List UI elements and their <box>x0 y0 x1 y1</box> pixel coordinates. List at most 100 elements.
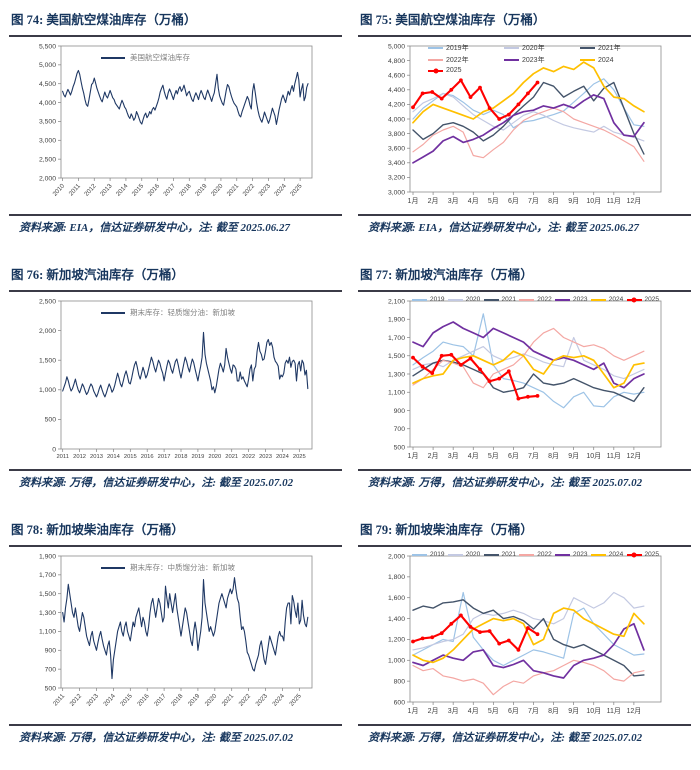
chart-canvas: 2,000 2,500 3,000 3,500 4,000 4,500 5,000 5,500… <box>39 43 313 198</box>
figure-76-source: 资料来源: 万得，信达证券研发中心，注: 截至 2025.07.02 <box>19 477 294 489</box>
svg-text:5月: 5月 <box>488 707 499 715</box>
svg-text:2018: 2018 <box>178 182 193 197</box>
svg-text:3月: 3月 <box>448 452 459 460</box>
figure-74: 图 74: 美国航空煤油库存（万桶） 2,000 2,500 3,000 3,500 4… <box>9 6 342 237</box>
svg-text:700: 700 <box>45 666 57 673</box>
svg-text:2020: 2020 <box>208 454 221 460</box>
svg-text:2015: 2015 <box>124 454 137 460</box>
svg-text:6月: 6月 <box>508 197 519 205</box>
svg-text:2,000: 2,000 <box>39 328 56 335</box>
figure-77: 图 77: 新加坡汽油库存（万桶） 500 700 900 1,100 1,300 1,5… <box>358 261 691 492</box>
svg-text:2021: 2021 <box>225 454 238 460</box>
svg-text:1,900: 1,900 <box>388 317 405 324</box>
svg-text:3,000: 3,000 <box>388 189 405 196</box>
svg-text:2月: 2月 <box>428 197 439 205</box>
svg-text:2023: 2023 <box>257 182 272 197</box>
svg-text:2017: 2017 <box>158 454 171 460</box>
svg-text:4,200: 4,200 <box>388 102 405 109</box>
svg-text:2018: 2018 <box>175 454 188 460</box>
svg-text:3,500: 3,500 <box>39 119 56 126</box>
svg-text:2013: 2013 <box>85 692 100 707</box>
figure-75-title-divider <box>358 35 691 37</box>
svg-text:4,600: 4,600 <box>388 73 405 80</box>
svg-text:2,000: 2,000 <box>39 175 56 182</box>
svg-text:2025: 2025 <box>293 454 306 460</box>
figure-78-source-divider <box>9 724 342 726</box>
svg-text:1,300: 1,300 <box>39 610 56 617</box>
figure-74-title: 图 74: 美国航空煤油库存（万桶） <box>11 13 197 27</box>
svg-text:1,100: 1,100 <box>388 390 405 397</box>
figure-78: 图 78: 新加坡柴油库存（万桶） 500 700 900 1,100 1,300 1,5… <box>9 516 342 747</box>
svg-text:2022: 2022 <box>242 182 257 197</box>
svg-text:1,700: 1,700 <box>388 335 405 342</box>
svg-text:2014: 2014 <box>115 182 130 197</box>
svg-text:3,800: 3,800 <box>388 131 405 138</box>
svg-text:2011: 2011 <box>68 182 83 197</box>
figure-79: 图 79: 新加坡柴油库存（万桶） 600 800 1,000 1,200 1,400 1… <box>358 516 691 747</box>
svg-text:2024: 2024 <box>273 182 288 197</box>
svg-text:1月: 1月 <box>408 707 419 715</box>
chart-canvas: 600 800 1,000 1,200 1,400 1,600 1,800 2,000 1月 2月… <box>388 553 662 715</box>
svg-text:600: 600 <box>394 699 406 706</box>
figure-74-source: 资料来源: EIA，信达证券研发中心，注: 截至 2025.06.27 <box>19 222 291 234</box>
svg-text:2024: 2024 <box>276 454 290 460</box>
figure-78-title-divider <box>9 545 342 547</box>
svg-text:2013: 2013 <box>99 182 114 197</box>
svg-text:5,000: 5,000 <box>388 43 405 50</box>
svg-text:4,800: 4,800 <box>388 58 405 65</box>
svg-text:2017: 2017 <box>153 692 168 707</box>
svg-text:2023: 2023 <box>254 692 269 707</box>
figure-75-chart-area: 3,000 3,200 3,400 3,600 3,800 4,000 4,200 4,400… <box>358 40 691 210</box>
svg-text:2017: 2017 <box>162 182 177 197</box>
figure-77-source: 资料来源: 万得，信达证券研发中心，注: 截至 2025.07.02 <box>368 477 643 489</box>
svg-text:2019: 2019 <box>191 454 204 460</box>
svg-text:900: 900 <box>394 408 406 415</box>
svg-text:4月: 4月 <box>468 707 479 715</box>
svg-text:7月: 7月 <box>528 197 539 205</box>
svg-text:1,100: 1,100 <box>39 629 56 636</box>
svg-text:1,900: 1,900 <box>39 553 56 560</box>
svg-text:2月: 2月 <box>428 452 439 460</box>
svg-text:4,400: 4,400 <box>388 87 405 94</box>
figure-76-title: 图 76: 新加坡汽油库存（万桶） <box>11 268 184 282</box>
chart-canvas: 3,000 3,200 3,400 3,600 3,800 4,000 4,200 4,400… <box>388 43 662 205</box>
svg-text:2021: 2021 <box>226 182 241 197</box>
svg-text:5,500: 5,500 <box>39 43 56 50</box>
svg-text:2023: 2023 <box>259 454 272 460</box>
svg-text:8月: 8月 <box>548 452 559 460</box>
svg-text:3,000: 3,000 <box>39 138 56 145</box>
figure-76-chart-area: 0 500 1,000 1,500 2,000 2,500 2011 2012 2013 2014… <box>9 295 342 465</box>
svg-text:10月: 10月 <box>586 707 601 715</box>
figure-78-chart-area: 500 700 900 1,100 1,300 1,500 1,700 1,900 2011 20… <box>9 550 342 720</box>
figure-75: 图 75: 美国航空煤油库存（万桶） 3,000 3,200 3,400 3,600 3… <box>358 6 691 237</box>
figure-79-title: 图 79: 新加坡柴油库存（万桶） <box>360 523 533 537</box>
svg-text:8月: 8月 <box>548 707 559 715</box>
svg-text:4,500: 4,500 <box>39 81 56 88</box>
svg-text:2016: 2016 <box>147 182 162 197</box>
svg-text:1,400: 1,400 <box>388 616 405 623</box>
svg-text:4月: 4月 <box>468 197 479 205</box>
chart-canvas: 0 500 1,000 1,500 2,000 2,500 2011 2012 2013 2014… <box>39 298 313 460</box>
svg-text:1,500: 1,500 <box>388 353 405 360</box>
svg-text:2025: 2025 <box>288 692 303 707</box>
figure-79-source: 资料来源: 万得，信达证券研发中心，注: 截至 2025.07.02 <box>368 732 643 744</box>
figure-78-source: 资料来源: 万得，信达证券研发中心，注: 截至 2025.07.02 <box>19 732 294 744</box>
svg-text:12月: 12月 <box>626 452 641 460</box>
svg-text:9月: 9月 <box>568 197 579 205</box>
svg-text:3,400: 3,400 <box>388 160 405 167</box>
svg-text:1,000: 1,000 <box>388 658 405 665</box>
figure-75-source-divider <box>358 214 691 216</box>
svg-text:2016: 2016 <box>136 692 151 707</box>
figure-79-title-divider <box>358 545 691 547</box>
svg-text:2022: 2022 <box>238 692 253 707</box>
svg-text:1月: 1月 <box>408 197 419 205</box>
svg-text:2019: 2019 <box>187 692 202 707</box>
svg-text:2021: 2021 <box>221 692 236 707</box>
svg-text:2,100: 2,100 <box>388 298 405 305</box>
svg-text:2011: 2011 <box>56 454 68 460</box>
report-chart-grid: 图 74: 美国航空煤油库存（万桶） 2,000 2,500 3,000 3,500 4… <box>9 6 691 747</box>
svg-text:1,500: 1,500 <box>39 358 56 365</box>
svg-text:500: 500 <box>45 417 57 424</box>
svg-text:1,500: 1,500 <box>39 591 56 598</box>
figure-77-chart-area: 500 700 900 1,100 1,300 1,500 1,700 1,900 2,100 1… <box>358 295 691 465</box>
